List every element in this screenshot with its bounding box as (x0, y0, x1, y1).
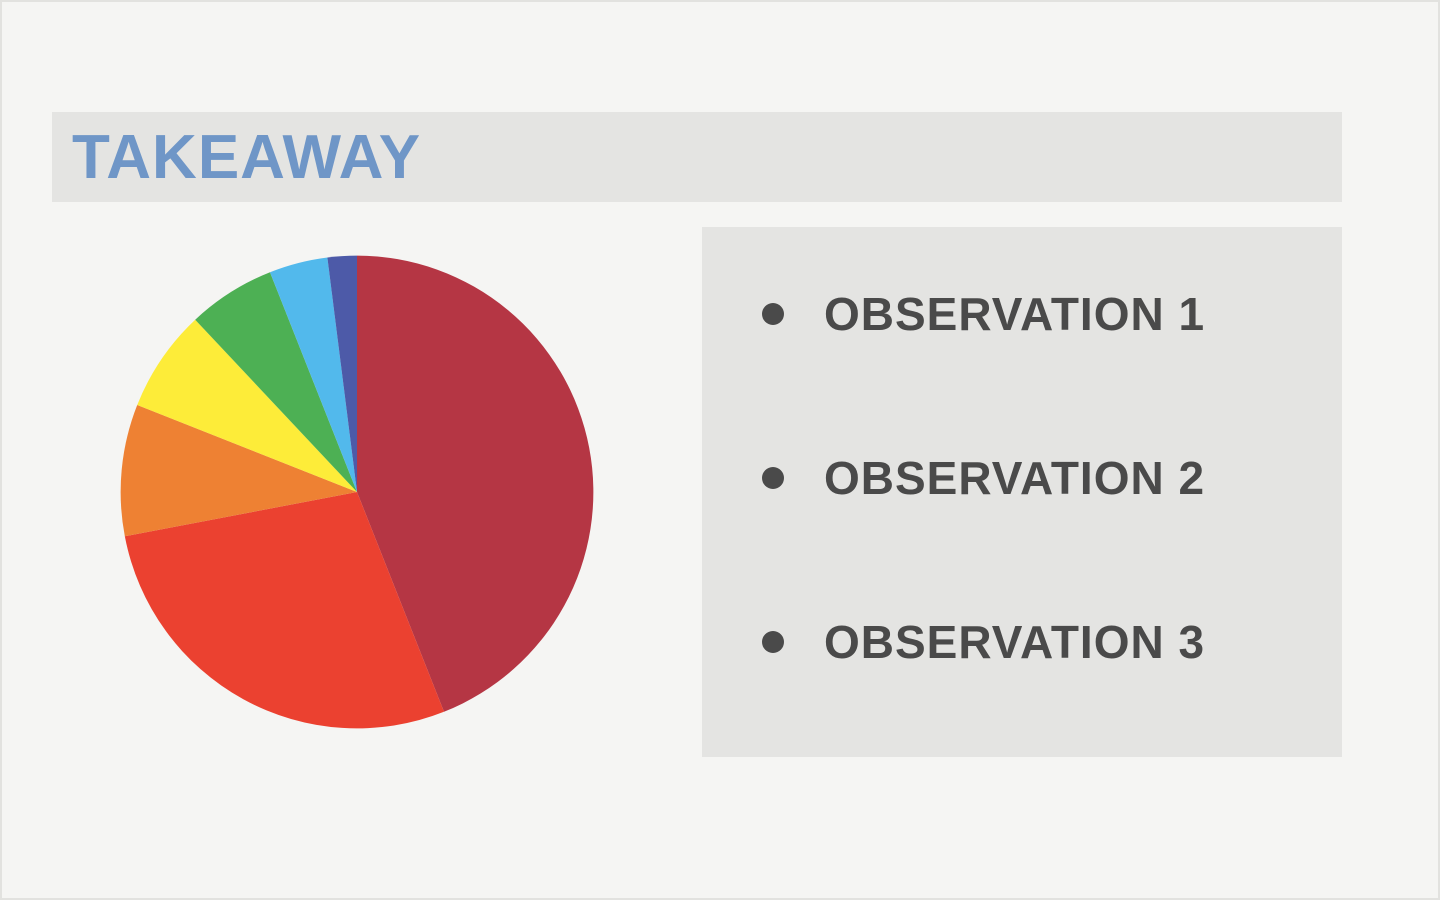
bullet-icon (762, 467, 784, 489)
pie-chart-container (92, 212, 622, 772)
pie-chart (97, 232, 617, 752)
bullet-icon (762, 303, 784, 325)
slide-title: TAKEAWAY (72, 122, 421, 193)
observation-label: OBSERVATION 2 (824, 451, 1205, 505)
observation-label: OBSERVATION 1 (824, 287, 1205, 341)
observations-panel: OBSERVATION 1 OBSERVATION 2 OBSERVATION … (702, 227, 1342, 757)
observation-item-3: OBSERVATION 3 (762, 615, 1302, 669)
observation-item-2: OBSERVATION 2 (762, 451, 1302, 505)
bullet-icon (762, 631, 784, 653)
observations-list: OBSERVATION 1 OBSERVATION 2 OBSERVATION … (762, 287, 1302, 669)
observation-label: OBSERVATION 3 (824, 615, 1205, 669)
title-bar: TAKEAWAY (52, 112, 1342, 202)
observation-item-1: OBSERVATION 1 (762, 287, 1302, 341)
slide: TAKEAWAY OBSERVATION 1 OBSERVATION 2 OBS… (0, 0, 1440, 900)
